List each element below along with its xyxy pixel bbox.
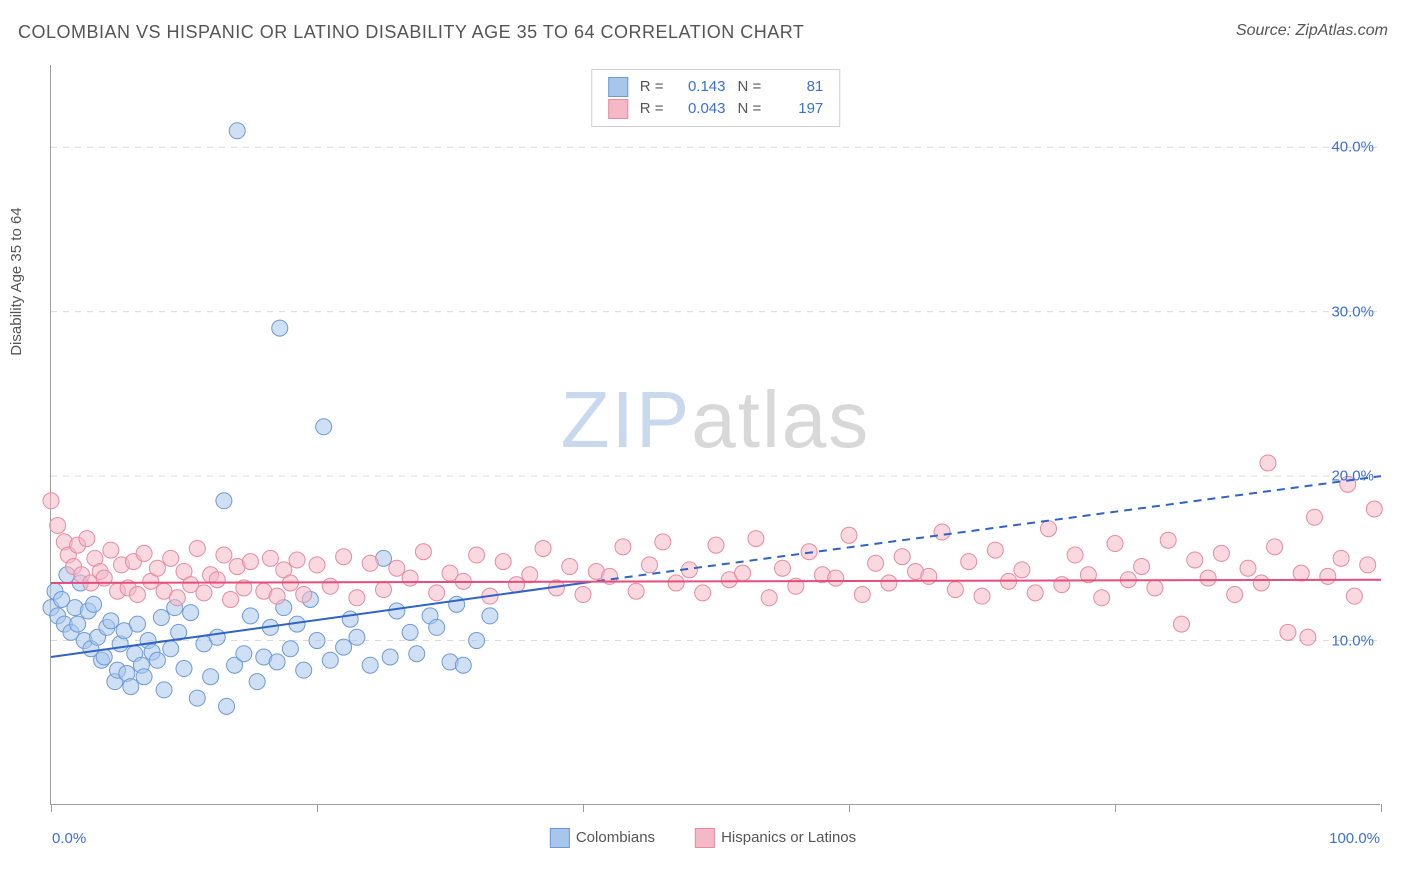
legend-label: Hispanics or Latinos [721,829,856,846]
x-tick [317,804,318,812]
y-axis-title: Disability Age 35 to 64 [8,207,25,355]
correlation-legend: R = 0.143 N = 81 R = 0.043 N = 197 [591,69,841,127]
x-tick [51,804,52,812]
legend-swatch [608,77,628,97]
legend-swatch [608,99,628,119]
legend-row: R = 0.143 N = 81 [608,76,824,98]
x-tick [1381,804,1382,812]
legend-item: Hispanics or Latinos [695,828,856,848]
y-tick-label: 20.0% [1331,468,1374,485]
legend-row: R = 0.043 N = 197 [608,98,824,120]
plot-area: ZIPatlas R =0.143N =81R =0.043N =197 10.… [50,65,1380,805]
x-tick [583,804,584,812]
x-tick [1115,804,1116,812]
legend-r-value: 0.043 [676,98,726,120]
legend-r-label: R = [640,76,664,98]
chart-title: COLOMBIAN VS HISPANIC OR LATINO DISABILI… [18,22,804,43]
legend-swatch [695,828,715,848]
legend-n-value: 197 [773,98,823,120]
y-tick-label: 10.0% [1331,632,1374,649]
legend-n-value: 81 [773,76,823,98]
y-tick-label: 40.0% [1331,139,1374,156]
x-axis-max-label: 100.0% [1329,830,1380,847]
legend-r-label: R = [640,98,664,120]
chart-container: COLOMBIAN VS HISPANIC OR LATINO DISABILI… [0,0,1406,892]
legend-label: Colombians [576,829,655,846]
source-label: Source: ZipAtlas.com [1236,22,1388,40]
scatter-svg [51,65,1381,805]
legend-r-value: 0.143 [676,76,726,98]
legend-n-label: N = [738,76,762,98]
legend-item: Colombians [550,828,655,848]
x-axis-min-label: 0.0% [52,830,86,847]
y-tick-label: 30.0% [1331,303,1374,320]
series-legend: Colombians Hispanics or Latinos [550,828,856,848]
x-tick [849,804,850,812]
legend-swatch [550,828,570,848]
legend-n-label: N = [738,98,762,120]
